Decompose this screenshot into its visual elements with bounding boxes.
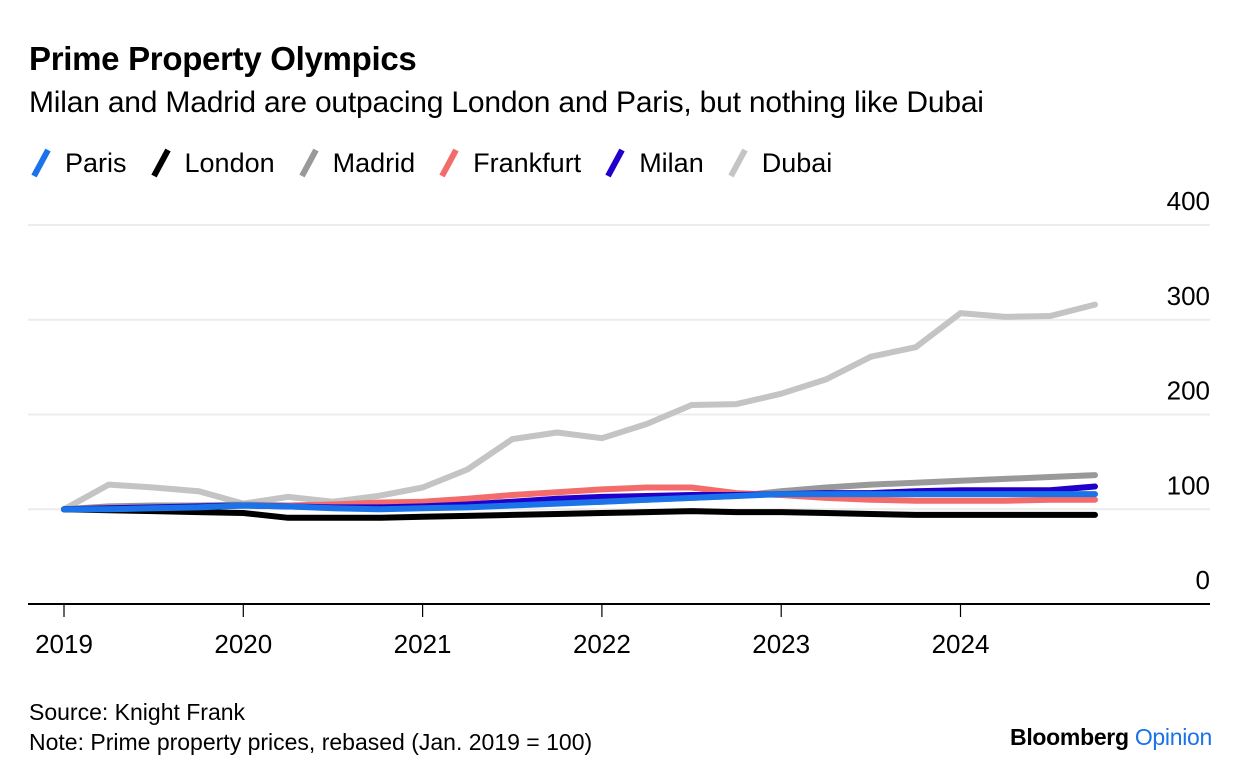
- legend-swatch-paris-icon: [31, 148, 51, 178]
- legend-label: Paris: [65, 147, 127, 178]
- y-tick-label: 300: [1167, 281, 1210, 311]
- y-tick-label: 200: [1167, 376, 1210, 406]
- legend: Paris London Madrid Frankfurt Milan Duba…: [29, 146, 854, 180]
- x-tick-label: 2022: [573, 629, 631, 659]
- brand-logo: Bloomberg Opinion: [1010, 724, 1212, 751]
- series-line-dubai: [61, 301, 1098, 513]
- x-tick-label: 2020: [214, 629, 272, 659]
- y-tick-label: 0: [1196, 565, 1210, 595]
- brand-main: Bloomberg: [1010, 724, 1129, 750]
- legend-swatch-madrid-icon: [298, 148, 319, 178]
- footnote: Note: Prime property prices, rebased (Ja…: [29, 729, 593, 755]
- chart-subtitle: Milan and Madrid are outpacing London an…: [29, 86, 984, 119]
- series-line-paris: [61, 491, 1098, 513]
- legend-label: Madrid: [332, 147, 416, 178]
- series-line-london: [61, 506, 1098, 521]
- legend-swatch-frankfurt-icon: [439, 148, 459, 178]
- legend-swatch-dubai-icon: [728, 148, 748, 178]
- chart-title: Prime Property Olympics: [29, 40, 417, 77]
- legend-swatch-milan-icon: [605, 148, 625, 178]
- legend-label: London: [184, 147, 275, 178]
- source-note: Source: Knight Frank: [29, 699, 246, 725]
- brand-sub: Opinion: [1134, 724, 1212, 750]
- legend-item-milan: Milan: [603, 146, 704, 180]
- legend-item-london: London: [149, 146, 275, 180]
- y-tick-label: 100: [1167, 470, 1210, 500]
- x-tick-label: 2023: [752, 629, 810, 659]
- legend-label: Milan: [639, 147, 704, 178]
- legend-label: Frankfurt: [473, 147, 582, 178]
- x-tick-label: 2021: [394, 629, 452, 659]
- x-tick-label: 2019: [35, 629, 93, 659]
- legend-label: Dubai: [761, 147, 833, 178]
- legend-item-madrid: Madrid: [297, 146, 416, 180]
- x-tick-label: 2024: [932, 629, 990, 659]
- legend-item-dubai: Dubai: [726, 146, 833, 180]
- y-tick-label: 400: [1167, 186, 1210, 216]
- legend-swatch-london-icon: [150, 148, 171, 178]
- legend-item-frankfurt: Frankfurt: [437, 146, 581, 180]
- legend-item-paris: Paris: [29, 146, 127, 180]
